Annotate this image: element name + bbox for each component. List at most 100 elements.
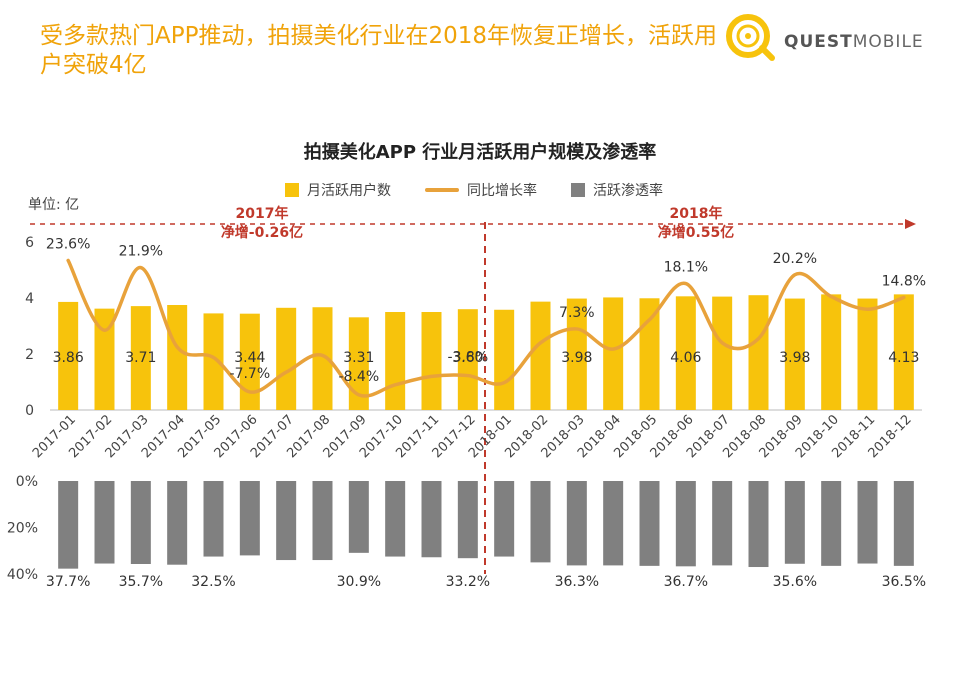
penetration-bar <box>457 481 478 559</box>
penetration-value-label: 35.6% <box>773 574 817 590</box>
penetration-bar <box>675 481 696 567</box>
growth-value-label: 20.2% <box>773 251 817 267</box>
page-headline: 受多款热门APP推动，拍摄美化行业在2018年恢复正增长，活跃用户突破4亿 <box>40 23 718 78</box>
penetration-bar <box>784 481 805 564</box>
legend-swatch-bar <box>285 183 299 197</box>
y-tick-label: 4 <box>25 291 34 307</box>
penetration-bar <box>530 481 551 563</box>
penetration-value-label: 35.7% <box>119 574 163 590</box>
growth-value-label: -8.4% <box>339 369 380 385</box>
penetration-tick-label: 20% <box>7 521 38 537</box>
growth-line <box>66 258 906 398</box>
mau-bar <box>821 294 842 410</box>
mau-bar <box>530 301 551 410</box>
note-2018: 2018年 净增0.55亿 <box>636 205 756 243</box>
growth-value-label: 18.1% <box>664 260 708 276</box>
mau-bar <box>385 312 406 410</box>
span-arrowhead <box>905 219 916 229</box>
mau-bar <box>639 298 660 410</box>
penetration-bar <box>421 481 442 558</box>
mau-bar <box>58 301 79 410</box>
growth-value-label: 21.9% <box>119 244 163 260</box>
penetration-value-label: 36.5% <box>882 574 926 590</box>
penetration-bar <box>748 481 769 568</box>
penetration-tick-label: 0% <box>16 474 38 490</box>
mau-bar <box>857 298 878 410</box>
legend-swatch-line <box>425 188 459 192</box>
questmobile-logo-icon <box>726 14 775 61</box>
growth-value-label: -7.7% <box>230 366 271 382</box>
penetration-bar <box>821 481 842 566</box>
penetration-bar <box>385 481 406 557</box>
chart-legend: 月活跃用户数 同比增长率 活跃渗透率 <box>285 180 663 200</box>
mau-value-label: 3.71 <box>125 350 156 366</box>
growth-value-label: 14.8% <box>882 273 926 289</box>
penetration-bar <box>893 481 914 566</box>
mau-bar <box>239 313 260 410</box>
mau-bar <box>167 305 188 410</box>
penetration-bar <box>167 481 188 565</box>
mau-value-label: 4.06 <box>670 350 701 366</box>
penetration-bar <box>130 481 151 565</box>
chart-title: 拍摄美化APP 行业月活跃用户规模及渗透率 <box>303 142 657 163</box>
mau-bar <box>203 313 224 410</box>
mau-value-label: 3.44 <box>234 350 265 366</box>
brand-name: QUESTMOBILE <box>784 32 924 52</box>
mau-value-label: 3.31 <box>343 350 374 366</box>
penetration-bar <box>494 481 515 557</box>
penetration-bar <box>603 481 624 566</box>
penetration-value-label: 37.7% <box>46 574 90 590</box>
note-2017-text: 净增-0.26亿 <box>220 225 304 241</box>
y-tick-label: 0 <box>25 403 34 419</box>
mau-bar <box>276 307 297 410</box>
penetration-tick-label: 40% <box>7 567 38 583</box>
growth-value-label: 23.6% <box>46 236 90 252</box>
penetration-bar <box>94 481 115 564</box>
mau-bar <box>421 312 442 410</box>
mau-bar <box>312 307 333 410</box>
penetration-value-label: 30.9% <box>337 574 381 590</box>
penetration-bar <box>857 481 878 564</box>
mau-bar <box>566 298 587 410</box>
mau-bar <box>784 298 805 410</box>
mau-bar <box>748 295 769 410</box>
mau-value-label: 4.13 <box>888 350 919 366</box>
mau-bar <box>494 309 515 410</box>
mau-bar <box>603 297 624 410</box>
legend-item-mau: 月活跃用户数 <box>285 180 391 200</box>
mau-bar <box>712 296 733 410</box>
mau-value-label: 3.98 <box>779 350 810 366</box>
note-2017-year: 2017年 <box>235 206 289 222</box>
growth-value-label: 7.3% <box>559 305 595 321</box>
penetration-bar <box>712 481 733 566</box>
penetration-bar <box>566 481 587 566</box>
note-2018-year: 2018年 <box>669 206 723 222</box>
penetration-bar <box>348 481 369 553</box>
legend-swatch-gray <box>571 183 585 197</box>
y-tick-label: 6 <box>25 235 34 251</box>
penetration-bar <box>276 481 297 561</box>
mau-bar <box>675 296 696 410</box>
mau-value-label: 3.86 <box>53 350 84 366</box>
penetration-bar <box>312 481 333 561</box>
mau-bar <box>348 317 369 410</box>
mau-value-label: 3.60 <box>452 350 483 366</box>
legend-item-growth: 同比增长率 <box>425 180 537 200</box>
y-tick-label: 2 <box>25 347 34 363</box>
brand-logo: QUESTMOBILE <box>722 8 952 68</box>
legend-item-penetration: 活跃渗透率 <box>571 180 663 200</box>
penetration-value-label: 33.2% <box>446 574 490 590</box>
penetration-bar <box>58 481 79 569</box>
penetration-bar <box>203 481 224 557</box>
note-2017: 2017年 净增-0.26亿 <box>202 205 322 243</box>
mau-value-label: 3.98 <box>561 350 592 366</box>
unit-label: 单位: 亿 <box>28 197 80 213</box>
penetration-value-label: 36.3% <box>555 574 599 590</box>
penetration-value-label: 36.7% <box>664 574 708 590</box>
penetration-bar <box>639 481 660 566</box>
growth-value-label: -3.8% <box>448 350 489 366</box>
mau-bar <box>457 309 478 410</box>
mau-bar <box>130 306 151 410</box>
note-2018-text: 净增0.55亿 <box>657 225 735 241</box>
